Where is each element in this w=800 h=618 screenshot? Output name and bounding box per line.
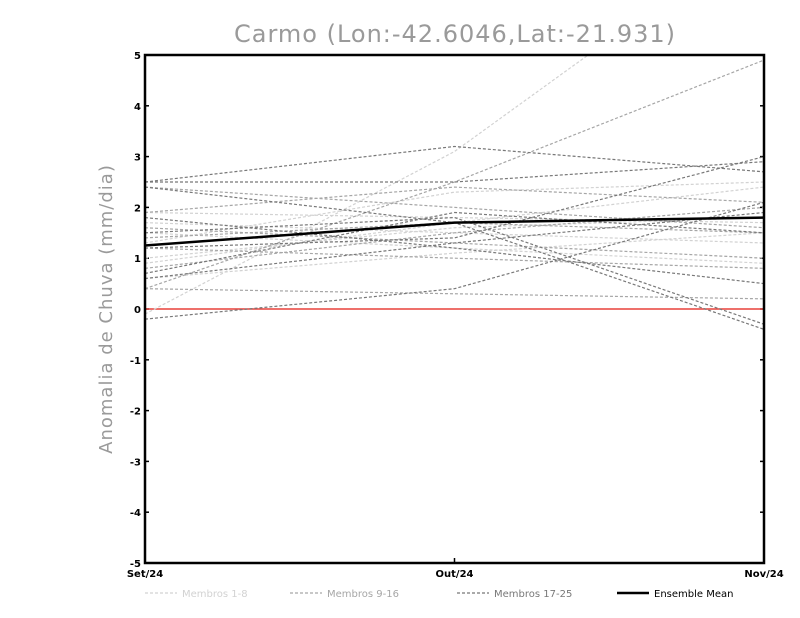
y-tick-label: 2 [134,203,141,214]
x-tick-label: Set/24 [127,569,163,580]
member-line [145,201,764,320]
y-tick-label: -1 [130,356,141,367]
member-line [145,145,764,183]
member-line [145,206,764,269]
member-line [145,161,764,183]
ensemble-mean-line [145,216,764,247]
series-layer [145,55,764,330]
member-line [145,156,764,249]
y-tick-label: 4 [134,102,141,113]
member-line [145,186,764,229]
member-line [145,211,764,275]
y-tick-label: 5 [134,51,141,62]
member-line [145,211,764,280]
legend: Membros 1-8 Membros 9-16 Membros 17-25 Ense… [145,589,733,600]
member-line [145,222,764,239]
y-tick-label: -5 [130,559,141,570]
legend-label: Membros 9-16 [327,589,399,600]
member-line [145,186,764,214]
y-tick-label: -4 [130,508,141,519]
member-line [145,232,764,264]
member-line [145,247,764,269]
y-axis-label: Anomalia de Chuva (mm/dia) [96,164,117,454]
legend-label: Membros 1-8 [182,589,248,600]
chart-title: Carmo (Lon:-42.6046,Lat:-21.931) [234,20,676,48]
plot-frame [143,53,766,565]
y-tick-label: 1 [134,254,141,265]
legend-label: Ensemble Mean [654,589,733,600]
y-tick-label: -3 [130,457,141,468]
member-line [145,181,764,244]
member-line [145,59,764,290]
y-tick-label: 0 [134,305,141,316]
member-line [145,288,764,300]
legend-label: Membros 17-25 [494,589,572,600]
member-line [145,216,764,285]
member-line [145,227,764,259]
y-tick-label: -2 [130,407,141,418]
x-tick-label: Nov/24 [744,569,783,580]
x-tick-label: Out/24 [436,569,474,580]
member-line [145,55,590,315]
y-tick-label: 3 [134,153,141,164]
member-line [145,232,764,280]
